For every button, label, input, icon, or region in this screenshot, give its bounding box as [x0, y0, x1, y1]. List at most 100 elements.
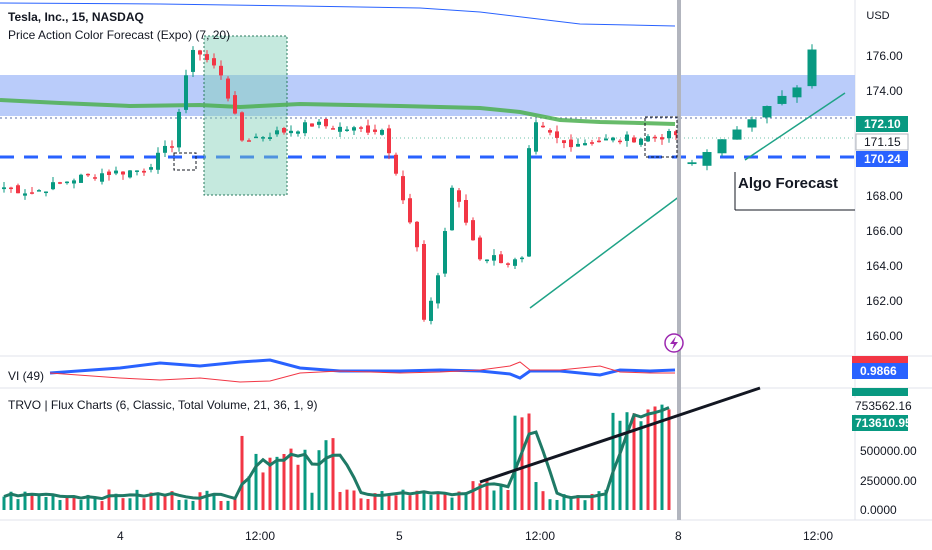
- volume-bar: [520, 417, 524, 510]
- candle-body: [394, 154, 398, 174]
- candle-body: [44, 191, 48, 194]
- candle-body: [177, 111, 181, 148]
- volume-bar: [51, 493, 55, 510]
- candle-body: [618, 140, 622, 143]
- volume-bar: [317, 450, 321, 510]
- indicator-title[interactable]: Price Action Color Forecast (Expo) (7, 2…: [8, 28, 231, 42]
- volume-bar: [499, 485, 503, 510]
- candle-body: [485, 259, 489, 262]
- volume-bar: [576, 495, 580, 510]
- volume-bar: [359, 498, 363, 510]
- candle-body: [732, 129, 742, 140]
- volume-bar: [30, 494, 34, 510]
- volume-bar: [653, 406, 657, 510]
- volume-bar: [226, 500, 230, 510]
- volume-bar: [380, 491, 384, 510]
- volume-bar: [100, 501, 104, 510]
- volume-bar: [632, 413, 636, 510]
- trvo-badge-label-2: 753562.16: [855, 399, 912, 413]
- candle-body: [324, 118, 328, 127]
- volume-bar: [79, 500, 83, 510]
- vi-title[interactable]: VI (49): [8, 369, 45, 383]
- candle-body: [37, 190, 41, 192]
- vi-badge-red: [852, 356, 908, 363]
- price-tick: 162.00: [866, 294, 903, 308]
- candle-body: [401, 176, 405, 201]
- volume-bar: [429, 495, 433, 510]
- candle-body: [331, 128, 335, 130]
- price-tick: 176.00: [866, 49, 903, 63]
- candle-body: [212, 58, 216, 66]
- moving-average-line: [0, 98, 676, 126]
- volume-bar: [240, 435, 244, 510]
- candle-body: [604, 138, 608, 141]
- volume-bar: [443, 493, 447, 510]
- volume-bar: [65, 495, 69, 510]
- candle-body: [777, 95, 787, 104]
- candle-body: [65, 181, 69, 184]
- candle-body: [506, 263, 510, 265]
- volume-bar: [401, 489, 405, 510]
- volume-bar: [156, 493, 160, 510]
- volume-bar: [583, 500, 587, 510]
- symbol-title[interactable]: Tesla, Inc., 15, NASDAQ: [8, 10, 144, 24]
- volume-bar: [16, 499, 20, 510]
- volume-bar: [191, 500, 195, 510]
- candle-body: [198, 50, 202, 55]
- candle-body: [9, 187, 13, 190]
- candle-body: [583, 143, 587, 146]
- candle-body: [254, 136, 258, 139]
- volume-bar: [219, 501, 223, 510]
- candle-body: [128, 170, 132, 178]
- candle-body: [471, 220, 475, 241]
- candle-body: [261, 137, 265, 139]
- candle-body: [282, 128, 286, 133]
- candle-body: [429, 300, 433, 321]
- candle-body: [114, 170, 118, 174]
- candle-body: [247, 140, 251, 142]
- candle-body: [792, 87, 802, 98]
- trvo-title[interactable]: TRVO | Flux Charts (6, Classic, Total Vo…: [8, 398, 318, 412]
- candle-body: [310, 123, 314, 127]
- candle-body: [534, 122, 538, 152]
- badge-label-170-24: 170.24: [864, 152, 901, 166]
- trvo-trend-line: [479, 386, 761, 484]
- trvo-tick-250k: 250000.00: [860, 474, 917, 488]
- candle-body: [352, 127, 356, 131]
- candle-body: [457, 190, 461, 202]
- candle-body: [464, 200, 468, 223]
- volume-bar: [534, 482, 538, 510]
- trvo-tick-500k: 500000.00: [860, 444, 917, 458]
- volume-bar: [44, 497, 48, 510]
- trvo-badge-label-3: 713610.95: [855, 416, 912, 430]
- volume-bar: [415, 490, 419, 510]
- volume-bar: [660, 404, 664, 510]
- candle-body: [191, 49, 195, 72]
- volume-bar: [387, 494, 391, 510]
- volume-bar: [485, 480, 489, 510]
- time-label-1200-a: 12:00: [245, 529, 275, 543]
- candle-body: [219, 65, 223, 76]
- candle-body: [380, 129, 384, 135]
- volume-bar: [149, 492, 153, 510]
- price-badge-17024: 170.24: [856, 151, 908, 167]
- price-badge-17115: 171.15: [855, 133, 909, 151]
- candle-body: [450, 187, 454, 231]
- algo-forecast-label: Algo Forecast: [738, 175, 838, 192]
- volume-bar: [121, 498, 125, 510]
- currency-button[interactable]: USD: [866, 10, 890, 22]
- time-label-1200-c: 12:00: [803, 529, 833, 543]
- volume-bar: [205, 490, 209, 510]
- lightning-icon[interactable]: [664, 333, 684, 353]
- badge-label-172-10: 172.10: [864, 117, 901, 131]
- forecast-box: [644, 116, 678, 158]
- candle-body: [23, 193, 27, 196]
- volume-bar: [184, 499, 188, 510]
- time-label-8: 8: [675, 529, 682, 543]
- candle-body: [163, 145, 167, 153]
- vi-minus-line: [49, 361, 675, 383]
- time-label-1200-b: 12:00: [525, 529, 555, 543]
- candle-body: [408, 198, 412, 223]
